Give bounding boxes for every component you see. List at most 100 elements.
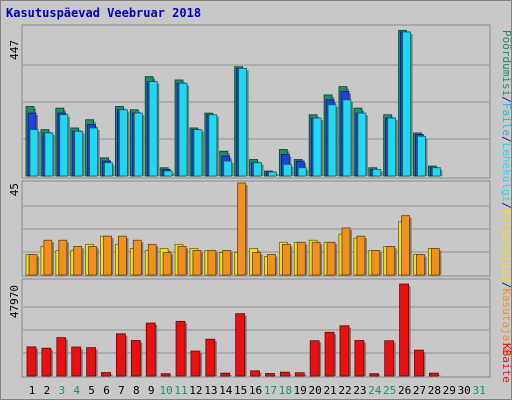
bot-bar-kbaite bbox=[220, 372, 231, 377]
mid-bar-kasutajaid bbox=[267, 254, 276, 276]
mid-bar-kasutajaid bbox=[103, 235, 112, 276]
mid-bar-kasutajaid bbox=[58, 239, 68, 276]
top-bar-lehekülgi bbox=[312, 117, 322, 177]
x-tick-label: 31 bbox=[472, 384, 485, 397]
bars-mid bbox=[25, 182, 442, 276]
x-tick-label: 3 bbox=[58, 384, 65, 397]
x-tick-label: 14 bbox=[219, 384, 233, 397]
panel-visits-sites: 45 bbox=[8, 180, 491, 277]
panel-hits-files-pages: 447 bbox=[8, 24, 491, 179]
x-tick-label: 10 bbox=[160, 384, 173, 397]
bot-bar-kbaite bbox=[41, 347, 52, 377]
x-tick-label: 28 bbox=[428, 384, 441, 397]
x-tick-label: 20 bbox=[309, 384, 322, 397]
top-bar-lehekülgi bbox=[133, 112, 143, 177]
y-max-label-top: 447 bbox=[8, 40, 21, 60]
mid-bar-kasutajaid bbox=[222, 250, 232, 276]
top-bar-lehekülgi bbox=[431, 167, 441, 177]
top-bar-lehekülgi bbox=[148, 81, 158, 177]
mid-bar-kasutajaid bbox=[341, 227, 351, 276]
bot-bar-kbaite bbox=[414, 349, 424, 377]
bot-bar-kbaite bbox=[235, 313, 246, 377]
mid-bar-kasutajaid bbox=[281, 243, 291, 276]
mid-bar-kasutajaid bbox=[43, 239, 53, 276]
legend-text: / bbox=[500, 96, 512, 103]
x-tick-label: 2 bbox=[44, 384, 51, 397]
mid-bar-kasutajaid bbox=[177, 245, 187, 276]
panel-kbytes: 47970 bbox=[8, 278, 491, 378]
mid-bar-kasutajaid bbox=[430, 248, 440, 276]
x-tick-label: 1 bbox=[29, 384, 36, 397]
legend-text: Külastajaid bbox=[500, 209, 512, 282]
mid-bar-kasutajaid bbox=[88, 245, 98, 276]
bot-bar-kbaite bbox=[190, 350, 201, 377]
legend-text: Faile bbox=[500, 103, 512, 136]
bot-bar-kbaite bbox=[205, 338, 216, 377]
mid-bar-kasutajaid bbox=[192, 250, 202, 276]
legend-text: / bbox=[500, 136, 512, 143]
x-tick-label: 21 bbox=[323, 384, 336, 397]
bot-bar-kbaite bbox=[339, 325, 350, 377]
mid-bar-kasutajaid bbox=[132, 239, 142, 276]
x-tick-label: 7 bbox=[118, 384, 125, 397]
mid-bar-kasutajaid bbox=[237, 182, 247, 276]
bot-bar-kbaite bbox=[86, 347, 97, 377]
top-bar-lehekülgi bbox=[178, 82, 188, 177]
x-tick-label: 30 bbox=[458, 384, 471, 397]
top-bar-lehekülgi bbox=[297, 167, 307, 177]
x-tick-label: 23 bbox=[353, 384, 366, 397]
x-tick-label: 15 bbox=[234, 384, 247, 397]
mid-bar-kasutajaid bbox=[416, 254, 425, 276]
x-tick-label: 19 bbox=[294, 384, 307, 397]
x-tick-label: 16 bbox=[249, 384, 262, 397]
x-tick-label: 22 bbox=[338, 384, 351, 397]
bot-bar-kbaite bbox=[324, 331, 335, 377]
legend-text: Pöördumisi bbox=[500, 30, 512, 96]
legend-text: Kasutajaid bbox=[500, 288, 512, 354]
mid-bar-kasutajaid bbox=[296, 241, 306, 276]
top-bar-lehekülgi bbox=[372, 168, 382, 177]
bot-bar-kbaite bbox=[384, 340, 395, 377]
top-bar-lehekülgi bbox=[402, 31, 411, 177]
bars-bot bbox=[26, 283, 441, 377]
mid-bar-kasutajaid bbox=[326, 241, 336, 276]
top-bar-lehekülgi bbox=[208, 114, 218, 177]
y-max-label-bot: 47970 bbox=[8, 285, 21, 318]
mid-bar-kasutajaid bbox=[401, 215, 410, 276]
x-tick-label: 18 bbox=[279, 384, 292, 397]
bot-bar-kbaite bbox=[116, 333, 126, 377]
mid-bar-kasutajaid bbox=[252, 252, 261, 276]
bot-bar-kbaite bbox=[369, 373, 380, 377]
x-axis-day-labels: 1 2 3 4 5 6 7 8 9 10 11 12 13 14 15 16 17 18 19 20 21 22 23 24 2… bbox=[29, 384, 486, 397]
mid-bar-kasutajaid bbox=[28, 254, 38, 276]
top-bar-lehekülgi bbox=[387, 117, 397, 177]
bot-bar-kbaite bbox=[250, 370, 260, 377]
top-bar-lehekülgi bbox=[163, 170, 173, 177]
top-bar-lehekülgi bbox=[282, 164, 292, 177]
top-bar-lehekülgi bbox=[238, 67, 248, 177]
legend-text: Lehekülgi bbox=[500, 143, 512, 203]
bot-bar-kbaite bbox=[309, 340, 320, 377]
x-tick-label: 12 bbox=[189, 384, 202, 397]
bot-bar-kbaite bbox=[294, 372, 305, 377]
bot-bar-kbaite bbox=[130, 340, 141, 377]
mid-bar-kasutajaid bbox=[356, 235, 366, 276]
bot-bar-kbaite bbox=[160, 373, 171, 377]
bot-bar-kbaite bbox=[265, 373, 275, 377]
top-bar-lehekülgi bbox=[44, 132, 54, 177]
x-tick-label: 26 bbox=[398, 384, 411, 397]
top-bar-lehekülgi bbox=[253, 162, 262, 177]
top-bar-lehekülgi bbox=[74, 130, 84, 177]
top-bar-lehekülgi bbox=[193, 129, 203, 177]
x-tick-label: 25 bbox=[383, 384, 396, 397]
bot-bar-kbaite bbox=[26, 346, 37, 377]
x-tick-label: 4 bbox=[73, 384, 80, 397]
panel-bot-frame bbox=[21, 278, 491, 378]
x-tick-label: 8 bbox=[133, 384, 140, 397]
y-max-label-mid: 45 bbox=[8, 183, 21, 196]
x-tick-label: 11 bbox=[174, 384, 187, 397]
top-bar-lehekülgi bbox=[342, 99, 352, 177]
x-tick-label: 13 bbox=[204, 384, 217, 397]
grid-bot bbox=[23, 306, 489, 354]
bot-bar-kbaite bbox=[71, 346, 82, 377]
